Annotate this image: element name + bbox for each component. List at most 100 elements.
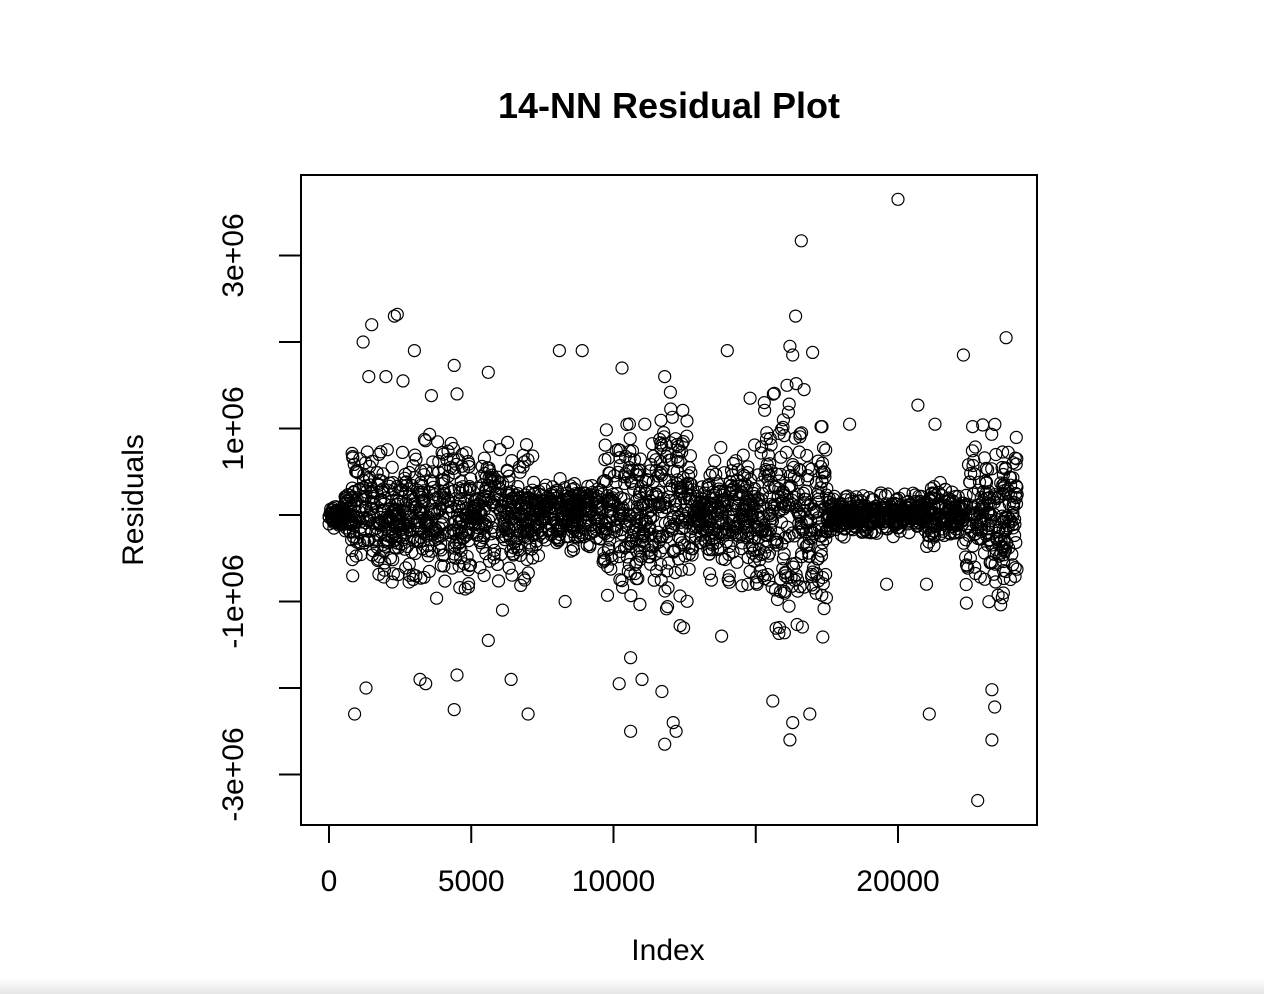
data-point	[959, 577, 973, 592]
data-point	[691, 509, 705, 523]
data-point	[604, 548, 619, 563]
data-point	[659, 438, 674, 452]
data-point	[612, 540, 627, 554]
data-point	[620, 550, 634, 564]
data-point	[860, 518, 874, 532]
data-point	[618, 514, 633, 528]
data-point	[777, 429, 791, 443]
data-point	[731, 479, 746, 494]
data-point	[453, 492, 467, 506]
data-point	[746, 493, 760, 507]
data-point	[714, 629, 729, 643]
data-point	[977, 498, 991, 512]
data-point	[511, 480, 525, 494]
data-point	[501, 435, 515, 449]
data-point	[762, 546, 777, 560]
data-point	[477, 568, 491, 583]
data-point	[809, 586, 823, 600]
data-point	[596, 555, 610, 569]
data-point	[450, 668, 464, 682]
data-point	[682, 562, 696, 576]
data-point	[681, 487, 695, 502]
data-point	[506, 541, 521, 555]
data-point	[462, 457, 476, 471]
data-point	[1005, 558, 1020, 572]
data-point	[621, 564, 635, 578]
data-point	[452, 559, 466, 573]
data-point	[985, 462, 999, 476]
data-point	[324, 506, 338, 521]
data-point	[1009, 497, 1024, 511]
data-point	[722, 575, 737, 589]
data-point	[989, 447, 1003, 462]
data-point	[664, 519, 678, 534]
data-point	[374, 445, 388, 459]
data-point	[501, 488, 516, 503]
data-point	[638, 417, 652, 431]
data-point	[377, 503, 391, 517]
data-point	[494, 547, 508, 562]
data-point	[646, 475, 660, 489]
data-point	[702, 513, 717, 528]
data-point	[743, 391, 757, 405]
data-point	[922, 707, 936, 721]
data-point	[695, 480, 709, 494]
data-point	[597, 553, 611, 567]
data-point	[921, 528, 936, 543]
data-point	[436, 510, 450, 524]
data-point	[680, 414, 694, 428]
data-point	[843, 509, 857, 523]
data-point	[607, 469, 622, 483]
data-point	[959, 498, 974, 512]
data-point	[766, 387, 780, 401]
data-point	[738, 501, 752, 515]
data-point	[447, 702, 461, 717]
data-point	[965, 444, 980, 458]
data-point	[806, 561, 821, 575]
data-point	[615, 527, 629, 541]
data-point	[705, 512, 719, 526]
data-point	[612, 677, 626, 691]
data-point	[736, 448, 750, 462]
data-point	[719, 534, 734, 549]
data-point	[444, 500, 458, 514]
data-point	[967, 467, 982, 481]
data-point	[347, 457, 361, 471]
data-point	[963, 551, 978, 565]
data-point	[817, 465, 831, 479]
data-point	[477, 451, 491, 465]
data-point	[984, 538, 999, 552]
bottom-fade	[0, 978, 1264, 994]
data-point	[652, 535, 666, 549]
data-point	[979, 491, 993, 505]
data-point	[558, 594, 572, 609]
data-point	[408, 448, 422, 462]
data-point	[624, 588, 638, 603]
data-point	[385, 460, 399, 474]
data-point	[769, 621, 783, 635]
data-point	[999, 331, 1013, 345]
data-point	[612, 501, 626, 515]
data-point	[623, 724, 638, 738]
data-point	[414, 464, 428, 478]
data-point	[967, 453, 981, 468]
data-point	[652, 485, 666, 499]
data-point	[423, 474, 437, 488]
data-point	[842, 417, 857, 431]
data-point	[814, 420, 828, 434]
data-point	[521, 707, 535, 721]
data-point	[462, 576, 476, 591]
data-point	[1009, 430, 1023, 444]
data-point	[636, 526, 650, 541]
data-point	[492, 488, 506, 502]
data-point	[664, 402, 678, 416]
data-point	[654, 465, 669, 479]
data-point	[575, 344, 589, 358]
data-point	[473, 561, 487, 575]
data-point	[658, 500, 672, 514]
data-point	[796, 486, 811, 500]
data-point	[604, 562, 618, 576]
data-point	[757, 396, 771, 410]
data-point	[786, 348, 800, 362]
data-point	[372, 567, 386, 581]
